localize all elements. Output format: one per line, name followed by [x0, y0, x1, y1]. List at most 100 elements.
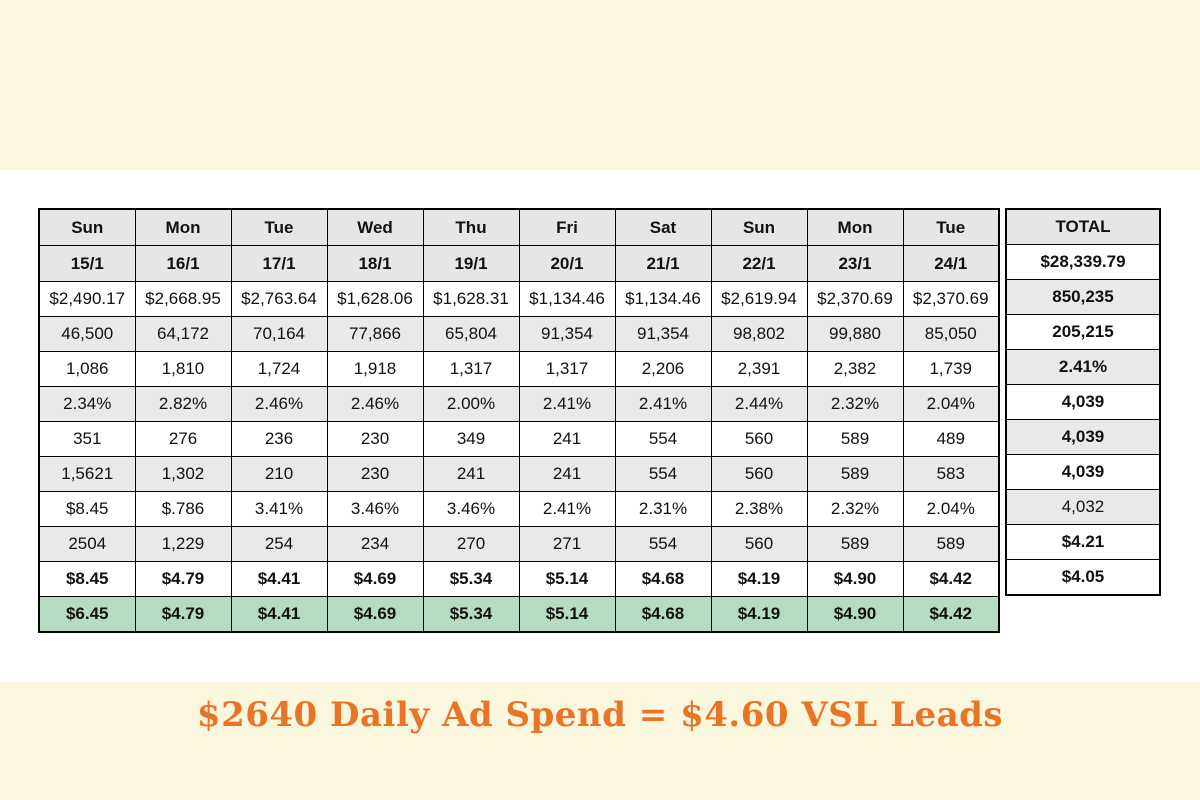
- table-cell: 2,391: [710, 351, 808, 387]
- table-cell: 2.41%: [518, 491, 616, 527]
- table-cell: 46,500: [38, 316, 136, 352]
- total-row: $28,339.79: [1005, 244, 1161, 280]
- table-cell: 70,164: [230, 316, 328, 352]
- day-header-cell: Sun: [38, 208, 136, 246]
- total-header-cell: TOTAL: [1005, 208, 1161, 245]
- table-cell: 1,317: [422, 351, 520, 387]
- date-header-cell: 20/1: [518, 245, 616, 282]
- day-header-cell: Tue: [230, 208, 328, 246]
- total-cell: 2.41%: [1005, 349, 1161, 385]
- total-row: 4,039: [1005, 419, 1161, 455]
- table-cell: 554: [614, 526, 712, 562]
- total-header-row: TOTAL: [1005, 208, 1161, 245]
- total-row: 4,039: [1005, 384, 1161, 420]
- table-row: 2504 1,229 254 234 270 271 554 560 589 589: [38, 526, 1000, 562]
- table-cell: 1,918: [326, 351, 424, 387]
- table-cell: $4.90: [806, 596, 904, 633]
- table-cell: $4.42: [902, 561, 1000, 597]
- date-header-cell: 23/1: [806, 245, 904, 282]
- main-table-body: $2,490.17 $2,668.95 $2,763.64 $1,628.06 $1,6…: [38, 281, 1000, 633]
- table-cell: 2.82%: [134, 386, 232, 422]
- table-cell: 1,5621: [38, 456, 136, 492]
- table-row: 1,5621 1,302 210 230 241 241 554 560 589 583: [38, 456, 1000, 492]
- table-cell: 589: [806, 456, 904, 492]
- date-header-cell: 15/1: [38, 245, 136, 282]
- table-cell: 2504: [38, 526, 136, 562]
- table-cell: 1,810: [134, 351, 232, 387]
- table-cell: 85,050: [902, 316, 1000, 352]
- table-cell: 2,382: [806, 351, 904, 387]
- table-cell: $4.79: [134, 596, 232, 633]
- table-cell: 2.32%: [806, 491, 904, 527]
- table-cell: $.786: [134, 491, 232, 527]
- date-header-row: 15/1 16/1 17/1 18/1 19/1 20/1 21/1 22/1 23/1 24/1: [38, 245, 1000, 282]
- table-cell: 210: [230, 456, 328, 492]
- table-cell: 254: [230, 526, 328, 562]
- table-cell: 2.38%: [710, 491, 808, 527]
- table-cell: 241: [518, 421, 616, 457]
- table-cell: $1,628.06: [326, 281, 424, 317]
- day-header-cell: Sun: [710, 208, 808, 246]
- total-cell: 4,039: [1005, 419, 1161, 455]
- table-cell: 489: [902, 421, 1000, 457]
- table-cell: $2,668.95: [134, 281, 232, 317]
- total-cell: 4,039: [1005, 454, 1161, 490]
- table-cell: $2,619.94: [710, 281, 808, 317]
- table-wrap: Sun Mon Tue Wed Thu Fri Sat Sun Mon Tue 15/1 16/1 17…: [38, 208, 1161, 633]
- total-cell: 850,235: [1005, 279, 1161, 315]
- table-cell: 3.46%: [422, 491, 520, 527]
- table-cell: 2.46%: [326, 386, 424, 422]
- table-cell: $2,370.69: [806, 281, 904, 317]
- table-cell: 349: [422, 421, 520, 457]
- total-row: $4.21: [1005, 524, 1161, 560]
- table-cell: 65,804: [422, 316, 520, 352]
- table-cell: $8.45: [38, 491, 136, 527]
- total-cell: 4,039: [1005, 384, 1161, 420]
- date-header-cell: 18/1: [326, 245, 424, 282]
- table-cell: $2,370.69: [902, 281, 1000, 317]
- table-cell: 1,724: [230, 351, 328, 387]
- table-cell: 1,739: [902, 351, 1000, 387]
- table-cell: 271: [518, 526, 616, 562]
- table-row: $8.45 $.786 3.41% 3.46% 3.46% 2.41% 2.31% 2.38%…: [38, 491, 1000, 527]
- table-cell: 241: [422, 456, 520, 492]
- total-cell: $4.05: [1005, 559, 1161, 596]
- table-cell: 98,802: [710, 316, 808, 352]
- total-cell: 4,032: [1005, 489, 1161, 525]
- table-cell: $4.90: [806, 561, 904, 597]
- table-row: $8.45 $4.79 $4.41 $4.69 $5.34 $5.14 $4.68 $4.19…: [38, 561, 1000, 597]
- table-cell: 2.34%: [38, 386, 136, 422]
- table-cell: 2.04%: [902, 386, 1000, 422]
- day-header-row: Sun Mon Tue Wed Thu Fri Sat Sun Mon Tue: [38, 208, 1000, 246]
- table-cell: $1,628.31: [422, 281, 520, 317]
- table-cell: 560: [710, 526, 808, 562]
- table-cell: $4.79: [134, 561, 232, 597]
- table-cell: 77,866: [326, 316, 424, 352]
- table-cell: 241: [518, 456, 616, 492]
- table-cell: 276: [134, 421, 232, 457]
- table-cell: $5.34: [422, 561, 520, 597]
- table-cell: 1,229: [134, 526, 232, 562]
- table-cell: 3.46%: [326, 491, 424, 527]
- main-table: Sun Mon Tue Wed Thu Fri Sat Sun Mon Tue 15/1 16/1 17…: [38, 208, 1000, 633]
- day-header-cell: Fri: [518, 208, 616, 246]
- table-row: $6.45 $4.79 $4.41 $4.69 $5.34 $5.14 $4.68 $4.19…: [38, 596, 1000, 633]
- table-cell: $6.45: [38, 596, 136, 633]
- day-header-cell: Tue: [902, 208, 1000, 246]
- table-cell: $4.68: [614, 561, 712, 597]
- table-cell: 589: [806, 421, 904, 457]
- table-cell: 554: [614, 421, 712, 457]
- date-header-cell: 16/1: [134, 245, 232, 282]
- table-cell: $2,490.17: [38, 281, 136, 317]
- total-cell: $4.21: [1005, 524, 1161, 560]
- total-cell: $28,339.79: [1005, 244, 1161, 280]
- table-row: 1,086 1,810 1,724 1,918 1,317 1,317 2,206 2,391…: [38, 351, 1000, 387]
- table-cell: $4.69: [326, 561, 424, 597]
- table-cell: $5.14: [518, 596, 616, 633]
- table-cell: 1,086: [38, 351, 136, 387]
- table-cell: 2,206: [614, 351, 712, 387]
- date-header-cell: 22/1: [710, 245, 808, 282]
- date-header-cell: 21/1: [614, 245, 712, 282]
- total-table-head: TOTAL: [1005, 208, 1161, 245]
- total-row: 4,032: [1005, 489, 1161, 525]
